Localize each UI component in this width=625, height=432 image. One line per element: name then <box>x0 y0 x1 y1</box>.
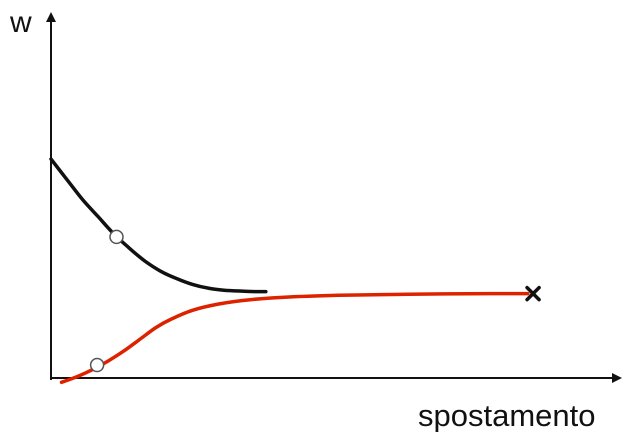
x-axis-title: spostamento <box>418 398 596 432</box>
series-2-line <box>59 291 530 385</box>
series-2-end-marker <box>525 285 541 302</box>
y-axis-title: w <box>9 6 32 39</box>
plot-area <box>49 157 541 385</box>
series-1-line <box>49 157 268 294</box>
series-1-marker <box>109 229 124 245</box>
series-2-marker <box>89 357 105 373</box>
axes <box>46 12 622 383</box>
